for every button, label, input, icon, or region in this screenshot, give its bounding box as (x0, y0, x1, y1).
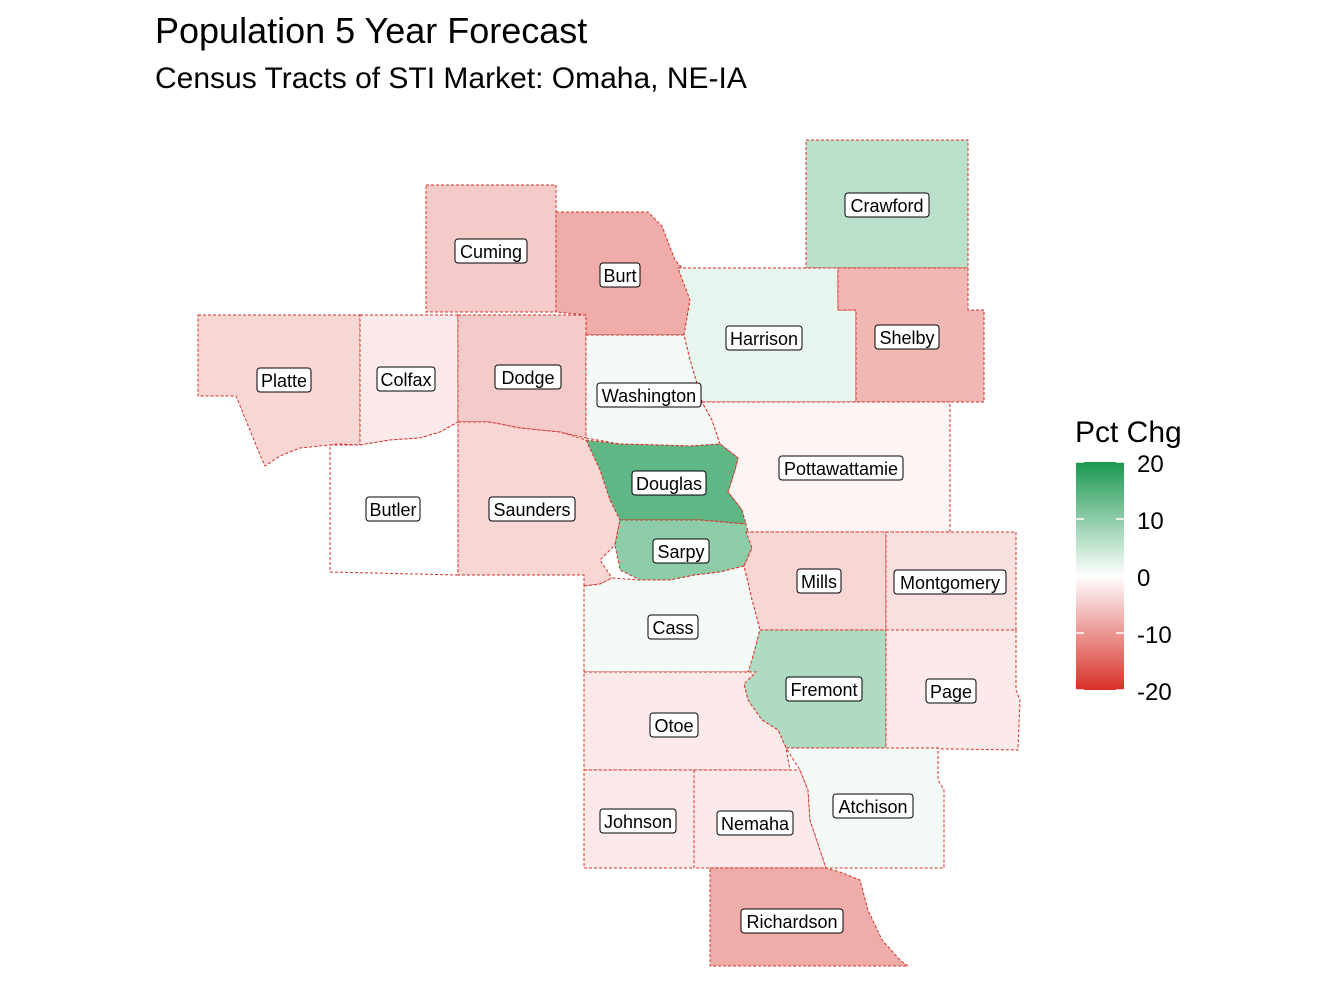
svg-text:Otoe: Otoe (654, 716, 693, 736)
county-labels: Crawford Cuming Burt Harrison Shelby Pla… (256, 192, 1007, 934)
label-sarpy: Sarpy (652, 538, 710, 564)
svg-text:Burt: Burt (603, 266, 636, 286)
label-washington: Washington (596, 382, 702, 408)
label-crawford: Crawford (844, 192, 930, 218)
svg-text:Montgomery: Montgomery (900, 573, 1000, 593)
svg-text:Johnson: Johnson (604, 812, 672, 832)
label-fremont: Fremont (785, 676, 863, 702)
legend-tick-20: 20 (1137, 451, 1164, 478)
label-burt: Burt (599, 262, 641, 288)
legend-tick-minus-10: -10 (1137, 622, 1172, 649)
label-otoe: Otoe (649, 712, 699, 738)
legend-tick-10: 10 (1137, 508, 1164, 535)
svg-text:Pottawattamie: Pottawattamie (784, 459, 898, 479)
svg-text:Fremont: Fremont (790, 680, 857, 700)
label-cuming: Cuming (454, 238, 528, 264)
svg-text:Sarpy: Sarpy (657, 542, 704, 562)
svg-text:Saunders: Saunders (493, 500, 570, 520)
legend-tick-0: 0 (1137, 565, 1150, 592)
label-platte: Platte (256, 367, 312, 393)
label-dodge: Dodge (494, 364, 562, 390)
legend: Pct Chg 20 10 0 -10 -20 (1075, 416, 1182, 706)
label-richardson: Richardson (740, 908, 844, 934)
label-atchison: Atchison (832, 793, 914, 819)
svg-text:Douglas: Douglas (636, 474, 702, 494)
label-nemaha: Nemaha (716, 810, 794, 836)
svg-text:Nemaha: Nemaha (721, 814, 790, 834)
chart-subtitle: Census Tracts of STI Market: Omaha, NE-I… (155, 62, 747, 95)
label-harrison: Harrison (725, 325, 803, 351)
label-cass: Cass (647, 614, 699, 640)
svg-text:Dodge: Dodge (501, 368, 554, 388)
svg-text:Richardson: Richardson (746, 912, 837, 932)
label-saunders: Saunders (488, 496, 576, 522)
svg-text:Cuming: Cuming (460, 242, 522, 262)
label-butler: Butler (365, 496, 421, 522)
label-shelby: Shelby (874, 324, 940, 350)
svg-text:Atchison: Atchison (838, 797, 907, 817)
svg-text:Mills: Mills (801, 572, 837, 592)
chart-title: Population 5 Year Forecast (155, 10, 588, 51)
legend-tick-minus-20: -20 (1137, 679, 1172, 706)
label-page: Page (925, 678, 977, 704)
svg-text:Shelby: Shelby (879, 328, 934, 348)
label-mills: Mills (796, 568, 842, 594)
svg-text:Platte: Platte (261, 371, 307, 391)
svg-text:Colfax: Colfax (380, 370, 431, 390)
legend-title: Pct Chg (1075, 416, 1182, 449)
legend-tick-marks (1076, 461, 1124, 691)
svg-text:Washington: Washington (602, 386, 696, 406)
svg-text:Crawford: Crawford (850, 196, 923, 216)
label-douglas: Douglas (631, 470, 707, 496)
svg-text:Cass: Cass (652, 618, 693, 638)
label-colfax: Colfax (376, 366, 436, 392)
svg-text:Butler: Butler (369, 500, 416, 520)
label-montgomery: Montgomery (893, 569, 1007, 595)
label-johnson: Johnson (599, 808, 677, 834)
svg-text:Page: Page (930, 682, 972, 702)
svg-text:Harrison: Harrison (730, 329, 798, 349)
label-pottawattamie: Pottawattamie (778, 455, 904, 481)
